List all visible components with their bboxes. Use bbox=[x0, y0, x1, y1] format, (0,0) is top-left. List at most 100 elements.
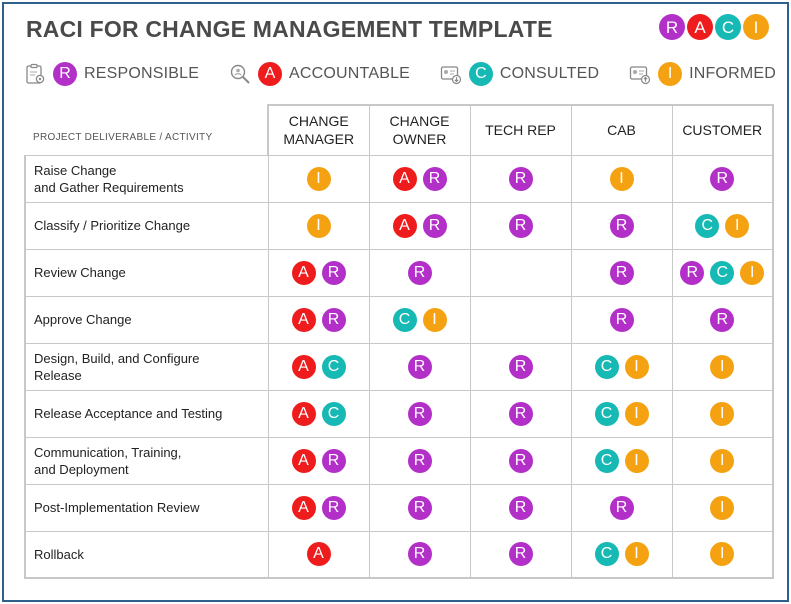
raci-badge-r: R bbox=[422, 213, 447, 238]
raci-cell-cab: R bbox=[570, 201, 673, 250]
raci-cell-change-manager: A bbox=[267, 530, 370, 579]
raci-badge-i: I bbox=[710, 354, 735, 379]
raci-badge-a: A bbox=[291, 401, 316, 426]
raci-badge-a: A bbox=[291, 307, 316, 332]
raci-cell-cab: R bbox=[570, 295, 673, 344]
legend-label: ACCOUNTABLE bbox=[289, 65, 411, 82]
raci-cell-tech-rep: R bbox=[469, 436, 572, 485]
raci-badge-a: A bbox=[291, 354, 316, 379]
raci-cell-change-owner: R bbox=[368, 436, 471, 485]
legend: R RESPONSIBLE A ACCOUNTABLE C CO bbox=[24, 62, 776, 86]
raci-badge-i: I bbox=[624, 448, 649, 473]
raci-badge-c: C bbox=[710, 260, 735, 285]
legend-item-responsible: R RESPONSIBLE bbox=[24, 62, 199, 86]
raci-badge-i: I bbox=[422, 307, 447, 332]
raci-badge-a: A bbox=[291, 260, 316, 285]
table-row: Communication, Training, and Deployment A… bbox=[24, 436, 774, 485]
column-header-change-owner: CHANGE OWNER bbox=[368, 104, 471, 156]
raci-cell-tech-rep bbox=[469, 248, 572, 297]
legend-item-consulted: C CONSULTED bbox=[440, 62, 599, 86]
raci-badge-r: R bbox=[407, 260, 432, 285]
raci-cell-customer: I bbox=[671, 389, 774, 438]
raci-cell-change-owner: R bbox=[368, 342, 471, 391]
raci-badge-c: C bbox=[594, 448, 619, 473]
raci-badge-i: I bbox=[609, 166, 634, 191]
legend-badge-i: I bbox=[658, 62, 683, 86]
column-header-customer: CUSTOMER bbox=[671, 104, 774, 156]
raci-badge-a: A bbox=[392, 166, 417, 191]
raci-badge-c: C bbox=[594, 354, 619, 379]
raci-badge-r: R bbox=[508, 495, 533, 520]
raci-cell-tech-rep: R bbox=[469, 154, 572, 203]
raci-badge-r: R bbox=[609, 495, 634, 520]
logo-badge-i: I bbox=[743, 14, 769, 40]
raci-badge-r: R bbox=[710, 307, 735, 332]
activity-label: Rollback bbox=[24, 530, 269, 579]
raci-badge-r: R bbox=[508, 166, 533, 191]
raci-table: PROJECT DELIVERABLE / ACTIVITY CHANGE MA… bbox=[24, 104, 774, 579]
raci-badge-a: A bbox=[291, 495, 316, 520]
table-row: Approve Change A R C I R R bbox=[24, 295, 774, 344]
magnifier-person-icon bbox=[230, 64, 250, 84]
raci-badge-i: I bbox=[710, 495, 735, 520]
legend-item-informed: I INFORMED bbox=[629, 62, 776, 86]
raci-cell-change-manager: I bbox=[267, 201, 370, 250]
id-card-download-icon bbox=[440, 66, 462, 85]
raci-table-body: Raise Change and Gather Requirements I A R R… bbox=[24, 154, 774, 579]
activity-label: Review Change bbox=[24, 248, 269, 297]
raci-badge-i: I bbox=[624, 542, 649, 567]
clipboard-gear-icon bbox=[26, 63, 45, 84]
raci-cell-cab: R bbox=[570, 483, 673, 532]
legend-label: INFORMED bbox=[689, 65, 776, 82]
raci-badge-i: I bbox=[710, 401, 735, 426]
raci-badge-r: R bbox=[710, 166, 735, 191]
raci-badge-r: R bbox=[508, 401, 533, 426]
raci-cell-tech-rep: R bbox=[469, 483, 572, 532]
raci-badge-i: I bbox=[306, 166, 331, 191]
raci-badge-i: I bbox=[740, 260, 765, 285]
logo-badge-c: C bbox=[715, 14, 741, 40]
raci-cell-tech-rep: R bbox=[469, 342, 572, 391]
raci-cell-cab: R bbox=[570, 248, 673, 297]
raci-badge-r: R bbox=[508, 448, 533, 473]
raci-cell-customer: I bbox=[671, 530, 774, 579]
legend-badge-a: A bbox=[258, 62, 282, 86]
raci-cell-tech-rep: R bbox=[469, 389, 572, 438]
raci-badge-i: I bbox=[624, 354, 649, 379]
raci-badge-c: C bbox=[321, 401, 346, 426]
raci-badge-r: R bbox=[609, 260, 634, 285]
column-header-change-manager: CHANGE MANAGER bbox=[267, 104, 370, 156]
raci-badge-a: A bbox=[306, 542, 331, 567]
raci-badge-c: C bbox=[695, 213, 720, 238]
raci-badge-c: C bbox=[594, 542, 619, 567]
raci-cell-tech-rep: R bbox=[469, 201, 572, 250]
raci-badge-r: R bbox=[407, 448, 432, 473]
activity-label: Design, Build, and Configure Release bbox=[24, 342, 269, 391]
raci-cell-customer: I bbox=[671, 483, 774, 532]
raci-badge-r: R bbox=[508, 213, 533, 238]
raci-badge-r: R bbox=[680, 260, 705, 285]
raci-badge-r: R bbox=[407, 401, 432, 426]
legend-badge-r: R bbox=[53, 62, 77, 86]
raci-badge-r: R bbox=[321, 260, 346, 285]
raci-badge-i: I bbox=[725, 213, 750, 238]
table-row: Raise Change and Gather Requirements I A R R… bbox=[24, 154, 774, 203]
table-row: Release Acceptance and Testing A C R R C I I bbox=[24, 389, 774, 438]
activity-label: Approve Change bbox=[24, 295, 269, 344]
activity-label: Raise Change and Gather Requirements bbox=[24, 154, 269, 203]
raci-cell-change-owner: R bbox=[368, 389, 471, 438]
raci-badge-r: R bbox=[508, 354, 533, 379]
legend-label: RESPONSIBLE bbox=[84, 65, 200, 82]
id-card-upload-icon bbox=[629, 66, 651, 85]
raci-badge-i: I bbox=[710, 542, 735, 567]
raci-badge-r: R bbox=[321, 307, 346, 332]
activity-label: Post-Implementation Review bbox=[24, 483, 269, 532]
